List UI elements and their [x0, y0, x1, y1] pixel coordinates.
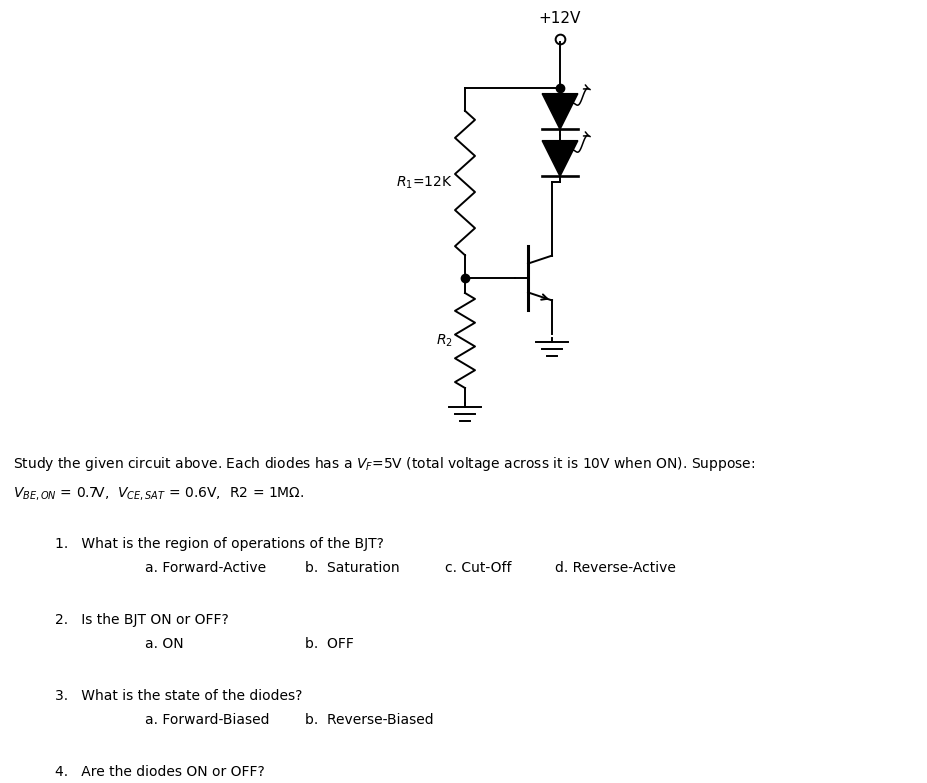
- Text: $V_{BE,ON}$ = 0.7V,  $V_{CE,SAT}$ = 0.6V,  R2 = 1M$\Omega$.: $V_{BE,ON}$ = 0.7V, $V_{CE,SAT}$ = 0.6V,…: [13, 485, 304, 502]
- Text: a. Forward-Biased: a. Forward-Biased: [145, 713, 270, 727]
- Text: a. Forward-Active: a. Forward-Active: [145, 561, 266, 575]
- Text: 4.   Are the diodes ON or OFF?: 4. Are the diodes ON or OFF?: [55, 765, 265, 779]
- Text: 3.   What is the state of the diodes?: 3. What is the state of the diodes?: [55, 689, 302, 703]
- Text: +12V: +12V: [539, 11, 581, 26]
- Text: c. Cut-Off: c. Cut-Off: [445, 561, 512, 575]
- Polygon shape: [542, 141, 578, 176]
- Text: $R_2$: $R_2$: [436, 332, 453, 348]
- Text: a. ON: a. ON: [145, 637, 184, 651]
- Text: b.  Reverse-Biased: b. Reverse-Biased: [305, 713, 434, 727]
- Text: 1.   What is the region of operations of the BJT?: 1. What is the region of operations of t…: [55, 537, 384, 551]
- Text: b.  Saturation: b. Saturation: [305, 561, 400, 575]
- Text: Study the given circuit above. Each diodes has a $V_F$=5V (total voltage across : Study the given circuit above. Each diod…: [13, 455, 756, 473]
- Text: d. Reverse-Active: d. Reverse-Active: [555, 561, 676, 575]
- Text: 2.   Is the BJT ON or OFF?: 2. Is the BJT ON or OFF?: [55, 613, 229, 627]
- Text: $R_1$=12K: $R_1$=12K: [396, 175, 453, 191]
- Text: b.  OFF: b. OFF: [305, 637, 354, 651]
- Polygon shape: [542, 94, 578, 129]
